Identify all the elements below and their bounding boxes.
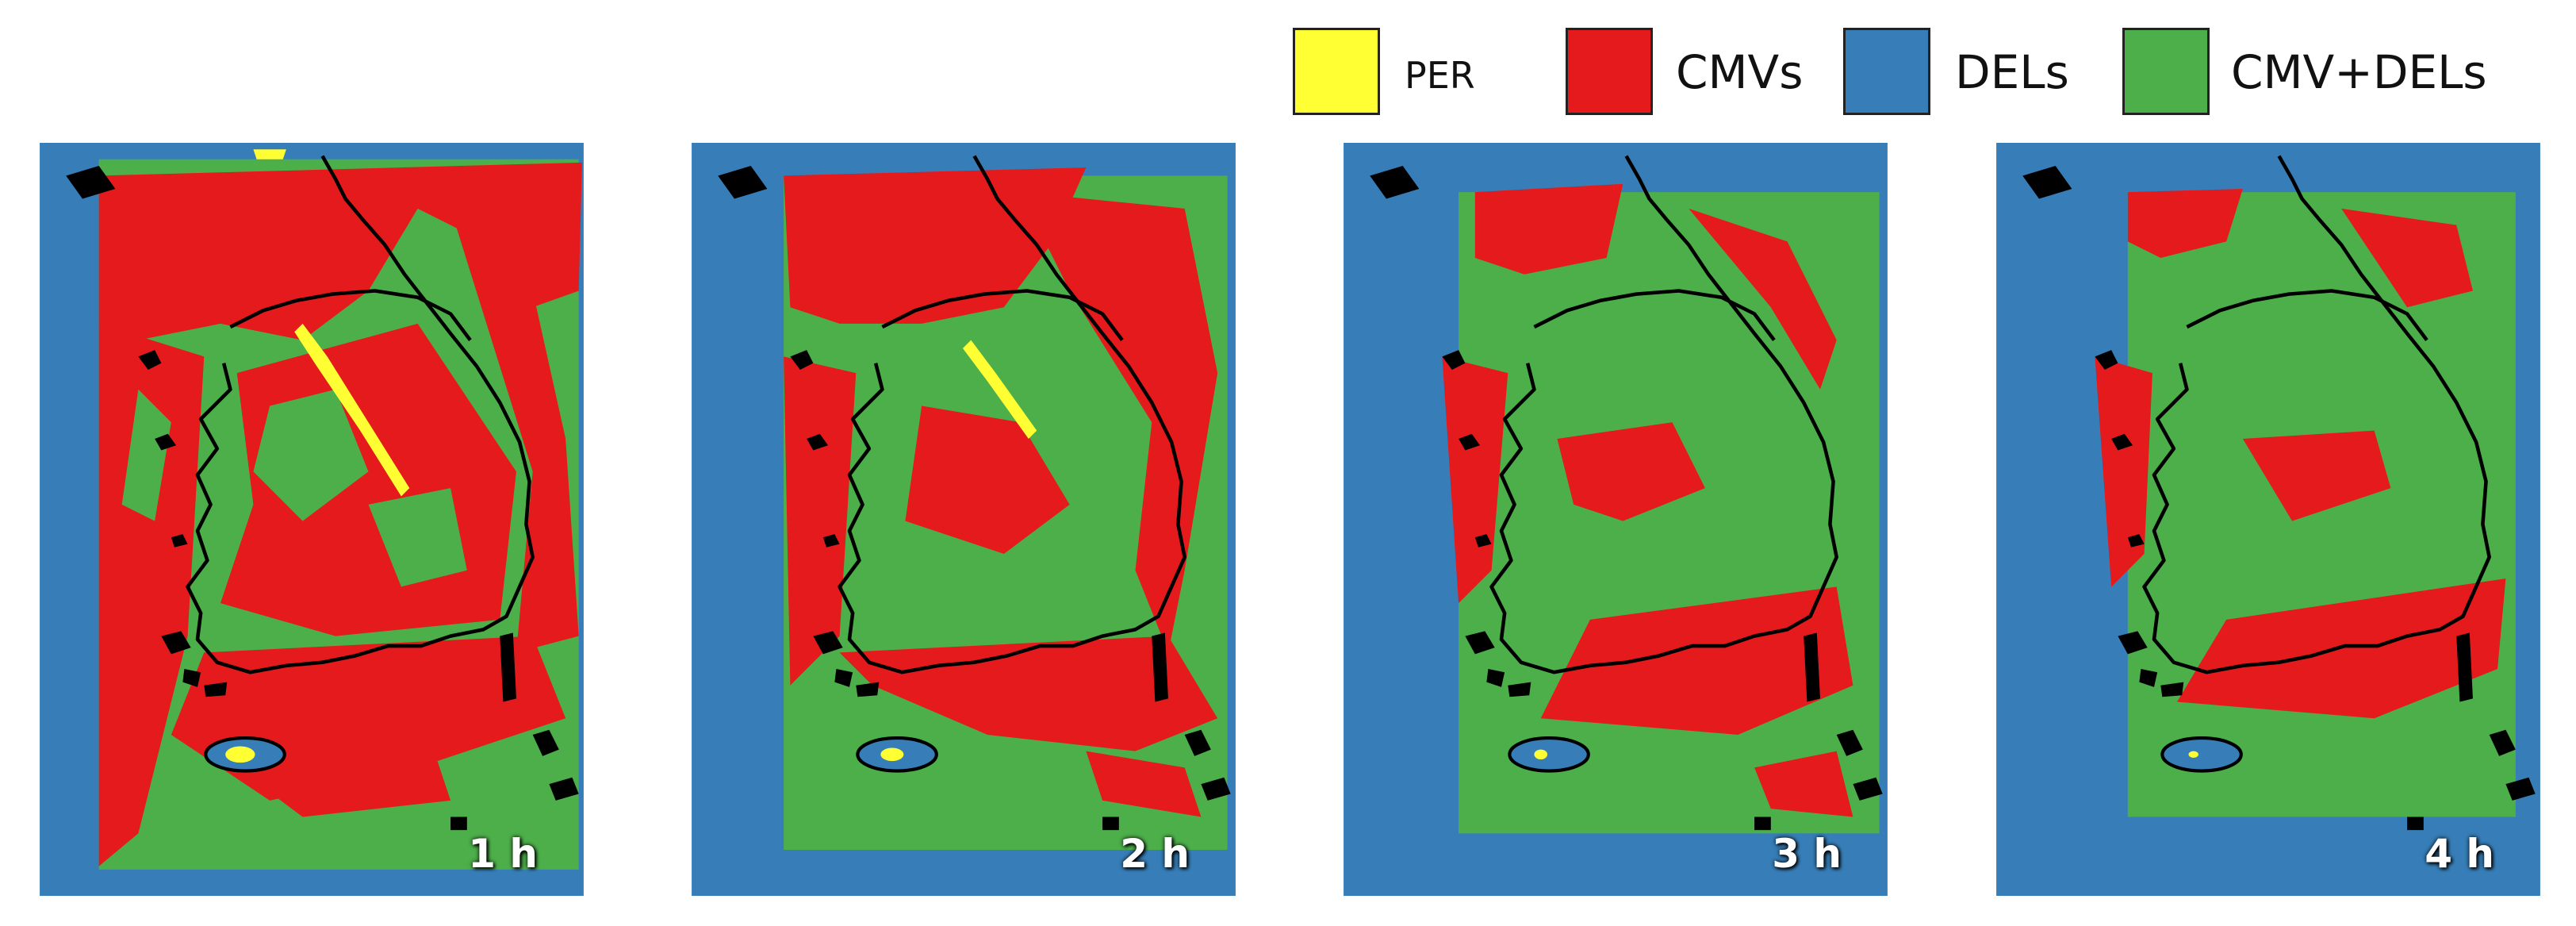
map [40,143,584,896]
per-region [962,340,1037,439]
legend-swatch [1843,28,1930,115]
legend-label: CMVs [1676,45,1804,99]
panel-label: 3 h [1772,831,1842,877]
per-region [2188,751,2198,758]
legend-label: PER [1405,54,1475,97]
per-region [880,747,904,762]
map [1996,143,2540,896]
map-panel: 2 h [692,143,1236,896]
legend-swatch [2122,28,2210,115]
panel-label: 1 h [468,831,538,877]
per-region [253,149,410,497]
per-region [1534,749,1548,760]
map-panel: 4 h [1996,143,2540,896]
jeju [1508,736,1590,773]
legend-swatch [1566,28,1653,115]
cmv-del-region [121,389,467,587]
map-area [1459,192,1880,834]
legend-label: DELs [1955,45,2069,99]
legend-swatch [1293,28,1380,115]
per-region [225,746,255,763]
map-panel: 1 h [40,143,584,896]
panel-label: 4 h [2425,831,2494,877]
cmv-region [1442,183,1853,817]
map [1344,143,1888,896]
panel-label: 2 h [1120,831,1190,877]
map [692,143,1236,896]
map-panel: 3 h [1344,143,1888,896]
legend-label: CMV+DELs [2231,45,2487,99]
jeju [2160,736,2243,773]
